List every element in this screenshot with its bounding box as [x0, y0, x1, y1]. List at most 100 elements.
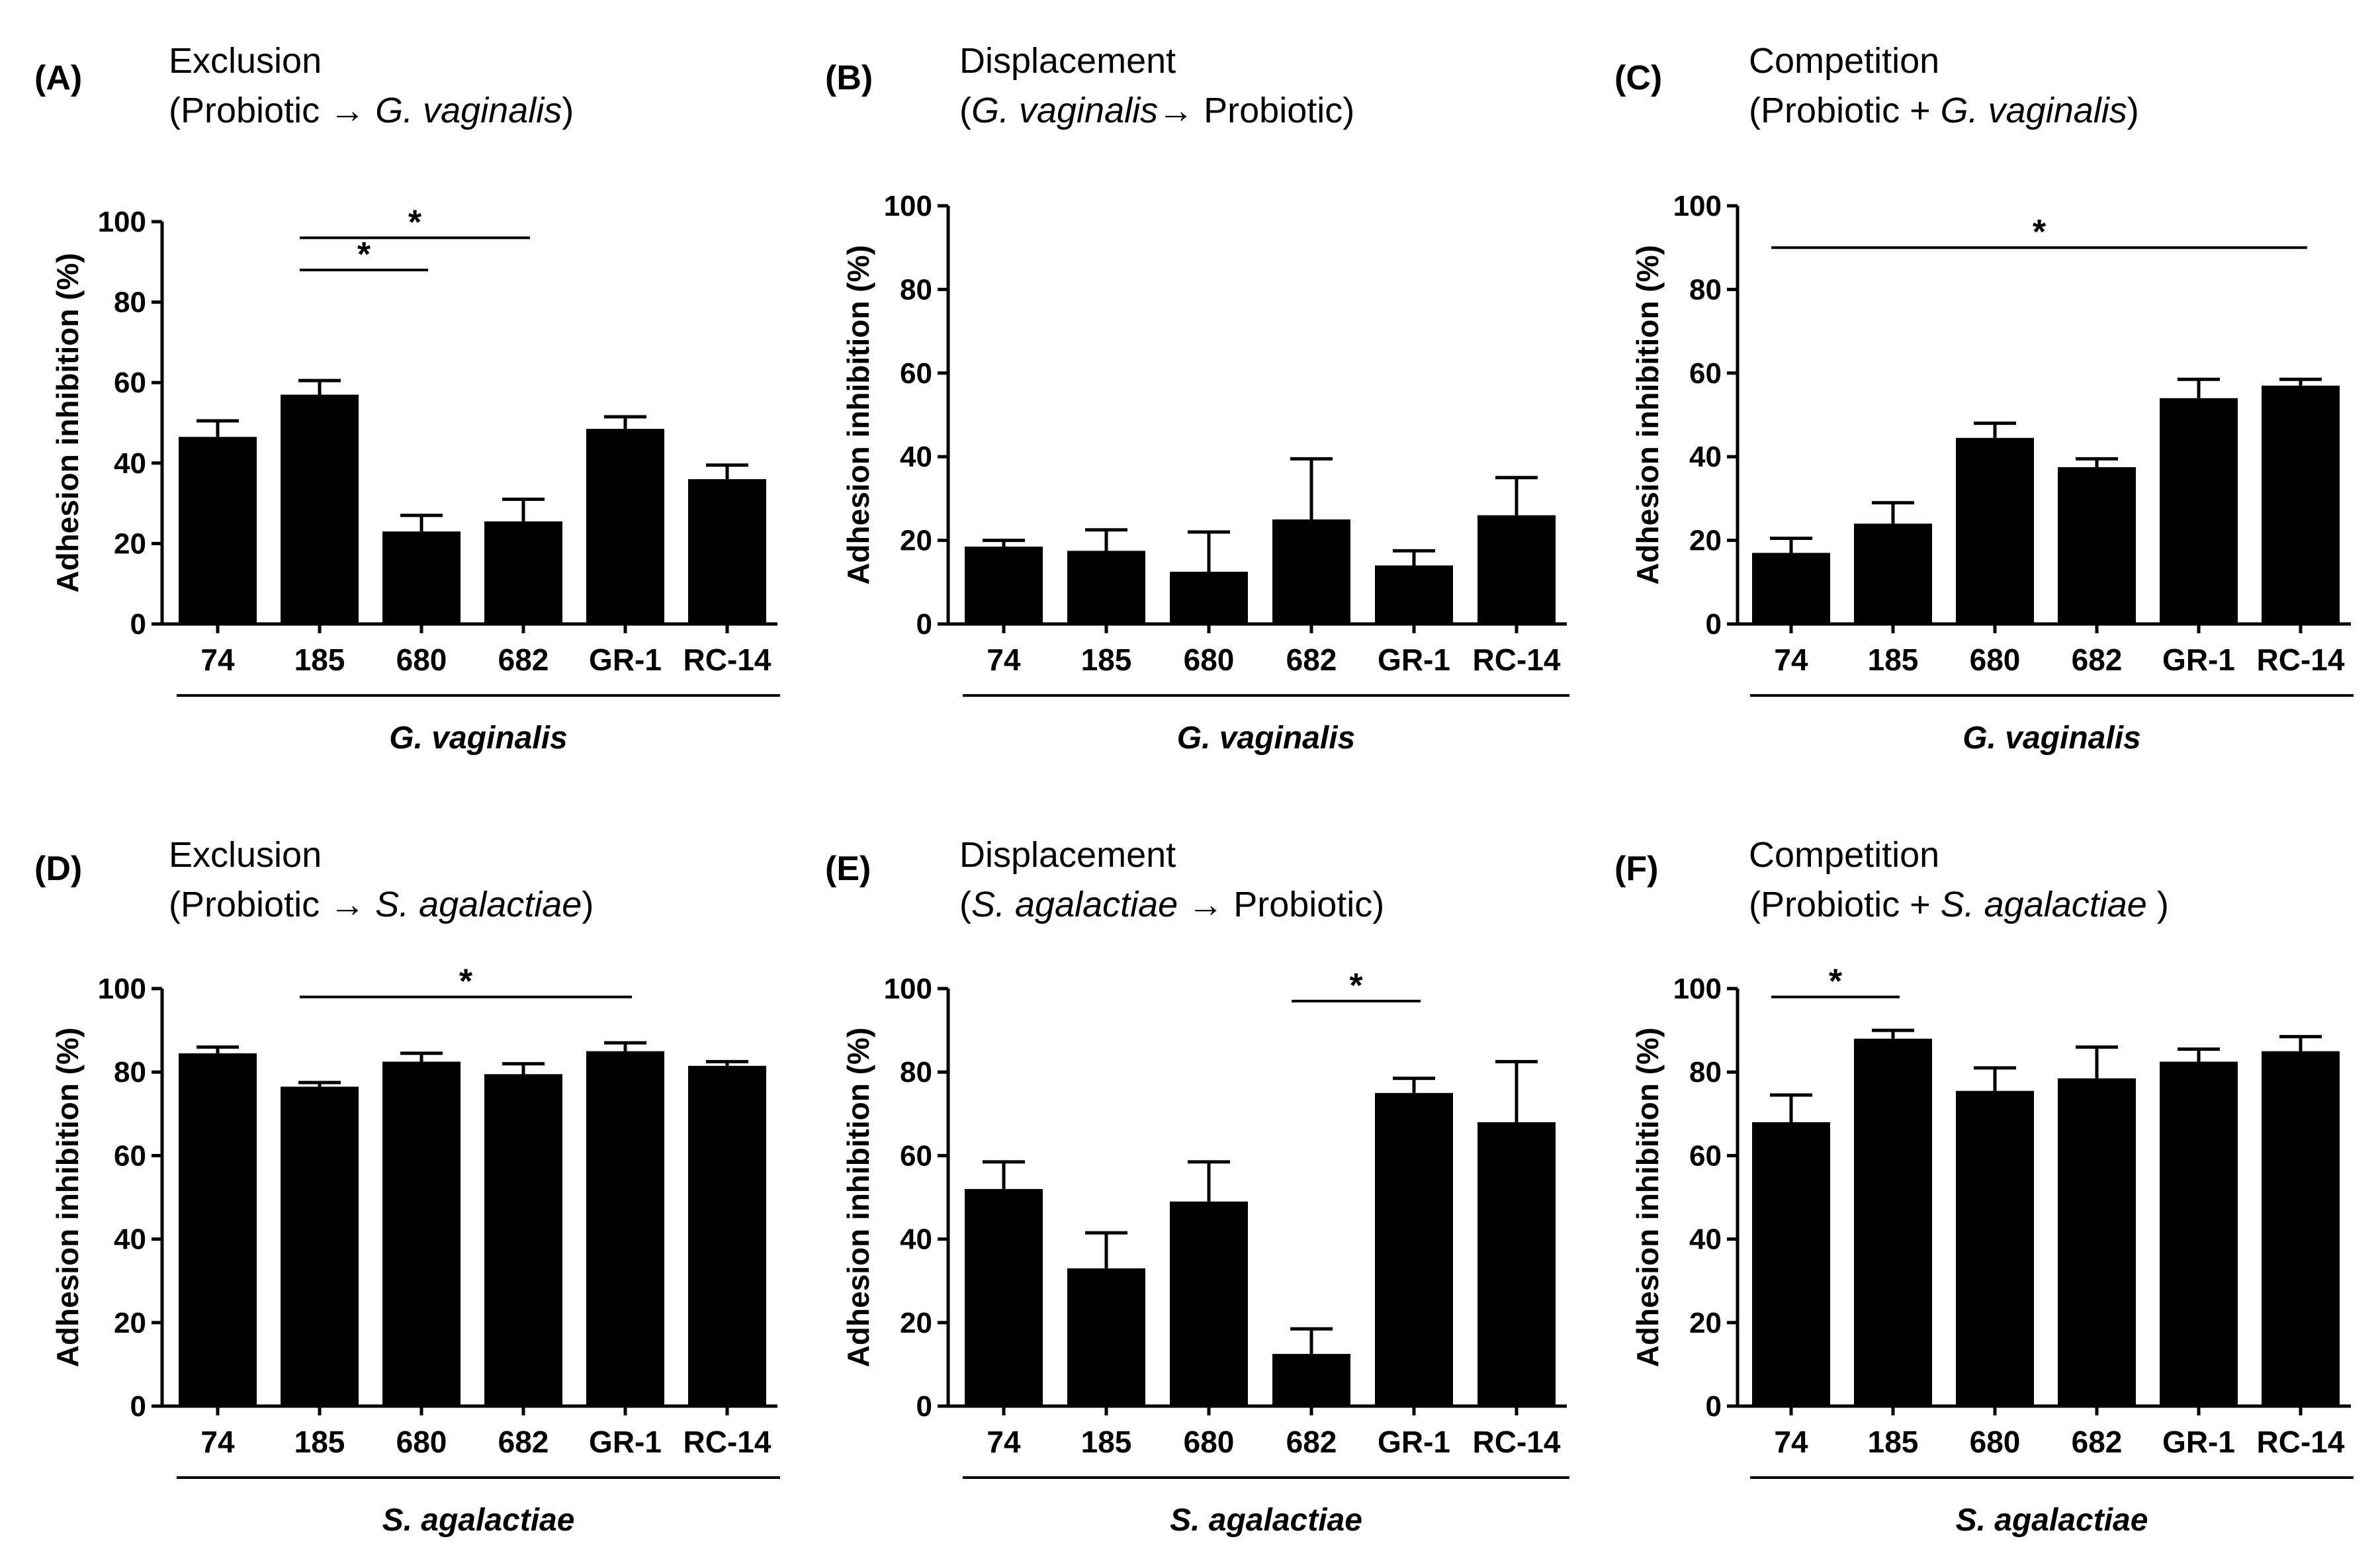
category-label: 680 [396, 1425, 447, 1459]
y-tick-label: 100 [98, 206, 146, 238]
panel-letter: (E) [825, 850, 871, 888]
y-tick-label: 40 [1689, 441, 1722, 473]
y-tick-label: 40 [900, 441, 932, 473]
category-label: GR-1 [1378, 643, 1450, 677]
x-axis-title: G. vaginalis [1177, 721, 1355, 756]
y-tick-label: 20 [1689, 1307, 1722, 1339]
y-tick-label: 60 [900, 1139, 932, 1172]
panel-a: (A) Exclusion (Probiotic → G. vaginalis) 0 2… [34, 41, 780, 756]
bar-682 [484, 521, 562, 624]
y-tick-label: 20 [114, 1307, 146, 1339]
bar-74 [179, 1053, 257, 1406]
bar-682 [1272, 519, 1350, 624]
panel-title-line1: Exclusion [169, 41, 322, 81]
y-tick-label: 40 [900, 1223, 932, 1256]
significance-star: * [2033, 213, 2047, 251]
bar-680 [382, 531, 461, 624]
y-axis-title: Adhesion inhibition (%) [1630, 1028, 1665, 1368]
panel-letter: (B) [825, 59, 873, 97]
x-axis-title: S. agalactiae [1170, 1503, 1362, 1538]
panel-title-line1: Displacement [959, 835, 1176, 875]
bar-185 [281, 394, 359, 624]
bar-680 [1170, 1201, 1248, 1406]
y-tick-label: 100 [884, 973, 932, 1005]
category-label: 682 [1286, 1425, 1337, 1459]
category-label: 74 [987, 1425, 1021, 1459]
y-tick-label: 40 [114, 1223, 146, 1256]
y-tick-label: 40 [114, 447, 146, 480]
bar-74 [179, 437, 257, 624]
y-tick-label: 80 [114, 1056, 146, 1088]
category-label: 185 [1868, 643, 1919, 677]
y-tick-label: 0 [916, 608, 932, 641]
panel-title-line2: (Probiotic + G. vaginalis) [1749, 91, 2139, 130]
significance-star: * [459, 963, 473, 1001]
bar-682 [2058, 467, 2136, 624]
panel-f: (F) Competition (Probiotic + S. agalactiae… [1614, 835, 2354, 1538]
y-tick-label: 0 [1706, 608, 1722, 641]
bar-rc-14 [2262, 385, 2340, 624]
y-tick-label: 100 [1673, 973, 1722, 1005]
panel-title-line2: (Probiotic → S. agalactiae) [169, 885, 594, 924]
panel-title-line1: Competition [1749, 41, 1939, 81]
y-tick-label: 0 [1706, 1390, 1722, 1423]
category-label: 185 [294, 1425, 345, 1459]
y-axis-title: Adhesion inhibition (%) [841, 1028, 875, 1368]
category-label: 185 [294, 643, 345, 677]
bar-185 [1854, 1038, 1932, 1406]
panel-letter: (D) [34, 850, 82, 888]
panel-d: (D) Exclusion (Probiotic → S. agalactiae) 0… [34, 835, 780, 1538]
bar-680 [1956, 437, 2034, 624]
category-label: GR-1 [2162, 643, 2235, 677]
category-label: 74 [1774, 1425, 1808, 1459]
x-axis-title: G. vaginalis [389, 721, 567, 756]
y-tick-label: 100 [884, 190, 932, 222]
category-label: 74 [1774, 643, 1808, 677]
y-tick-label: 20 [900, 1307, 932, 1339]
y-tick-label: 80 [900, 1056, 932, 1088]
x-axis-title: S. agalactiae [382, 1503, 575, 1538]
category-label: 74 [200, 643, 235, 677]
panel-title-line2: (Probiotic + S. agalactiae ) [1749, 885, 2169, 924]
y-tick-label: 60 [114, 367, 146, 399]
y-tick-label: 0 [916, 1390, 932, 1423]
category-label: 680 [396, 643, 447, 677]
bar-680 [382, 1061, 461, 1406]
y-tick-label: 0 [130, 608, 146, 641]
category-label: 680 [1184, 643, 1235, 677]
y-tick-label: 80 [900, 273, 932, 306]
y-axis-title: Adhesion inhibition (%) [50, 253, 85, 593]
panel-title-line1: Displacement [959, 41, 1176, 81]
bar-gr-1 [586, 1051, 664, 1406]
category-label: 185 [1081, 1425, 1132, 1459]
y-tick-label: 80 [114, 287, 146, 319]
panel-e: (E) Displacement (S. agalactiae → Probioti… [825, 835, 1569, 1538]
bar-682 [1272, 1354, 1350, 1406]
bar-185 [1067, 1268, 1145, 1406]
bar-gr-1 [586, 429, 664, 624]
category-label: 680 [1970, 1425, 2021, 1459]
bar-74 [1752, 553, 1830, 624]
y-tick-label: 80 [1689, 273, 1722, 306]
bar-682 [2058, 1078, 2136, 1406]
y-axis-title: Adhesion inhibition (%) [841, 245, 875, 585]
y-tick-label: 20 [114, 527, 146, 560]
panel-letter: (A) [34, 59, 82, 97]
bar-rc-14 [2262, 1051, 2340, 1406]
panel-c: (C) Competition (Probiotic + G. vaginalis)… [1614, 41, 2354, 756]
category-label: 680 [1184, 1425, 1235, 1459]
panel-title-line2: (G. vaginalis→ Probiotic) [959, 91, 1354, 130]
bar-gr-1 [1375, 1092, 1453, 1406]
y-tick-label: 40 [1689, 1223, 1722, 1256]
category-label: 185 [1081, 643, 1132, 677]
category-label: 74 [200, 1425, 235, 1459]
bar-680 [1170, 572, 1248, 624]
panel-b: (B) Displacement (G. vaginalis→ Probiotic)… [825, 41, 1569, 756]
y-tick-label: 60 [1689, 1139, 1722, 1172]
bar-74 [965, 1188, 1043, 1406]
category-label: RC-14 [2257, 643, 2345, 677]
category-label: 185 [1868, 1425, 1919, 1459]
category-label: GR-1 [1378, 1425, 1450, 1459]
category-label: RC-14 [683, 1425, 771, 1459]
category-label: RC-14 [683, 643, 771, 677]
